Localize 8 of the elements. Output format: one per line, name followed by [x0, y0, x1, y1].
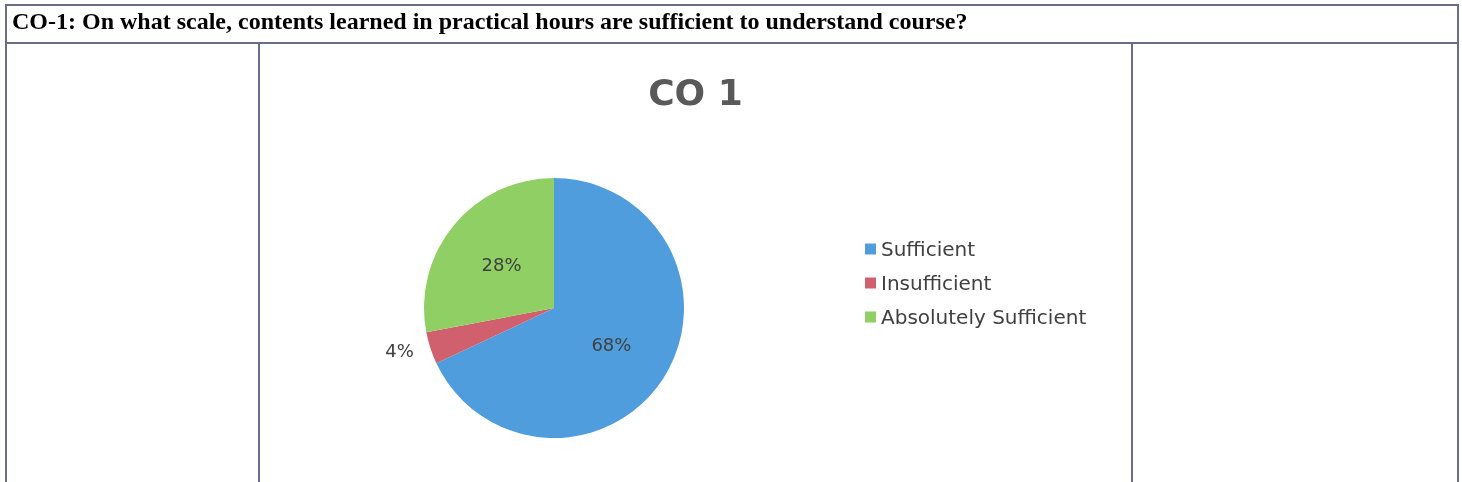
- chart-subtitle: CO 1: [648, 71, 743, 113]
- data-label: 28%: [481, 254, 522, 276]
- legend-label: Absolutely Sufficient: [881, 305, 1087, 329]
- legend-label: Sufficient: [881, 237, 976, 261]
- data-label: 68%: [591, 333, 632, 355]
- chart-title: CO-1: On what scale, contents learned in practical hours are sufficient to understand course?: [12, 8, 968, 35]
- legend-label: Insufficient: [881, 271, 992, 295]
- data-label: 4%: [385, 340, 414, 362]
